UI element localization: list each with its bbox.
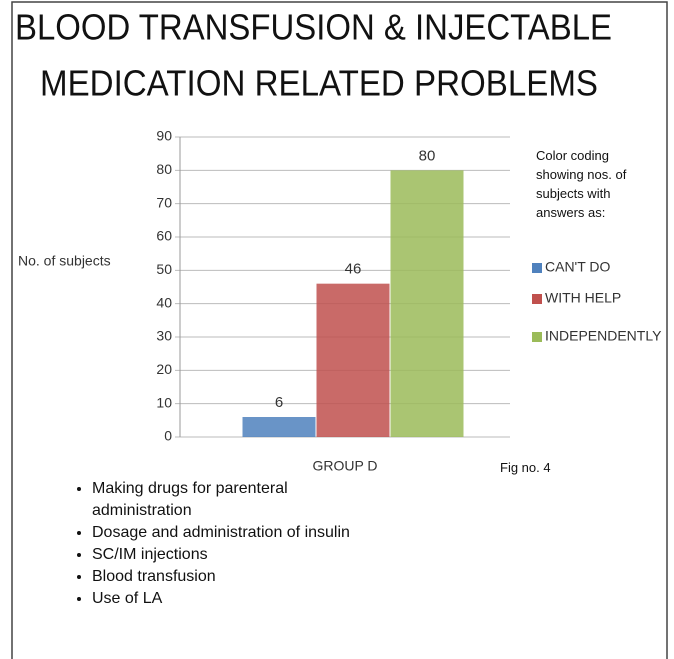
x-tick-label: GROUP D — [312, 458, 377, 474]
notes: Making drugs for parenteral administrati… — [70, 478, 362, 610]
value-label: 46 — [345, 261, 362, 278]
legend-label: CAN'T DO — [545, 259, 611, 275]
y-tick-label: 0 — [164, 428, 172, 444]
note-item: Blood transfusion — [92, 566, 362, 588]
y-tick-label: 30 — [156, 328, 172, 344]
y-axis-label: No. of subjects — [18, 253, 111, 269]
value-label: 80 — [419, 147, 436, 164]
value-label: 6 — [275, 394, 283, 411]
y-tick-label: 60 — [156, 228, 172, 244]
legend-swatch — [532, 332, 542, 342]
y-tick-label: 80 — [156, 161, 172, 177]
note-item: SC/IM injections — [92, 544, 362, 566]
y-tick-label: 70 — [156, 194, 172, 210]
chart-title: MEDICATION RELATED PROBLEMS — [40, 63, 598, 104]
frame — [11, 1, 668, 659]
y-tick-label: 90 — [156, 128, 172, 144]
bar — [242, 417, 316, 437]
legend-label: INDEPENDENTLY — [545, 328, 662, 344]
note-item: Dosage and administration of insulin — [92, 522, 362, 544]
y-tick-label: 20 — [156, 361, 172, 377]
legend-title: Color coding showing nos. of subjects wi… — [536, 148, 627, 220]
y-tick-label: 40 — [156, 294, 172, 310]
figure-label: Fig no. 4 — [500, 460, 551, 475]
legend-swatch — [532, 263, 542, 273]
bar — [390, 170, 464, 438]
legend-swatch — [532, 294, 542, 304]
y-tick-label: 50 — [156, 261, 172, 277]
y-tick-label: 10 — [156, 394, 172, 410]
note-item: Use of LA — [92, 588, 362, 610]
bar — [316, 283, 390, 437]
note-item: Making drugs for parenteral administrati… — [92, 478, 362, 522]
chart-title: BLOOD TRANSFUSION & INJECTABLE — [15, 7, 612, 48]
legend-label: WITH HELP — [545, 290, 621, 306]
